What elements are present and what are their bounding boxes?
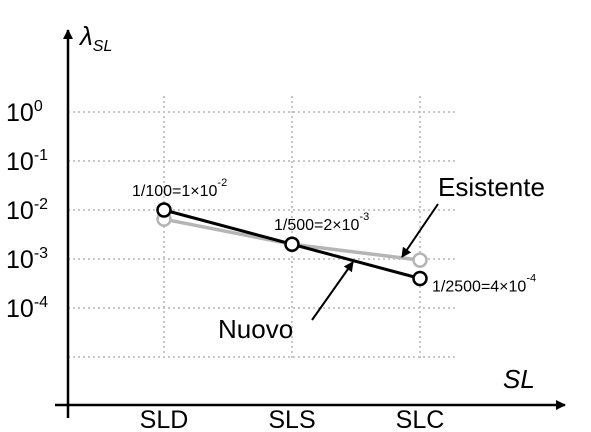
x-tick-label: SLS	[268, 406, 315, 432]
point-nuovo	[412, 270, 428, 287]
data-label: 1/500=2×10-3	[274, 211, 369, 234]
point-esistente	[412, 252, 428, 268]
y-tick-label: 100	[6, 98, 43, 127]
y-axis-title: λSL	[78, 21, 112, 55]
data-label: 1/100=1×10-2	[132, 177, 227, 200]
legend-pointer-nuovo	[311, 261, 354, 321]
x-axis-title: SL	[503, 364, 535, 394]
legend-pointer-esistente	[401, 203, 439, 258]
legend-label-esistente: Esistente	[438, 172, 545, 202]
y-tick-label: 10-3	[6, 245, 48, 274]
series	[156, 202, 428, 287]
y-tick-label: 10-2	[6, 196, 48, 225]
labels: 100 10-1 10-2 10-3 10-4 SLD SLS SLC λSL SL 1/100=1…	[6, 21, 545, 432]
y-tick-label: 10-1	[6, 147, 48, 176]
point-nuovo	[284, 236, 300, 252]
x-tick-label: SLC	[396, 406, 445, 432]
point-nuovo	[156, 202, 172, 218]
x-tick-label: SLD	[140, 406, 189, 432]
axes	[55, 29, 566, 418]
grid	[68, 96, 455, 360]
data-label: 1/2500=4×10-4	[432, 272, 536, 295]
legend-label-nuovo: Nuovo	[218, 314, 293, 344]
y-tick-label: 10-4	[6, 294, 48, 323]
